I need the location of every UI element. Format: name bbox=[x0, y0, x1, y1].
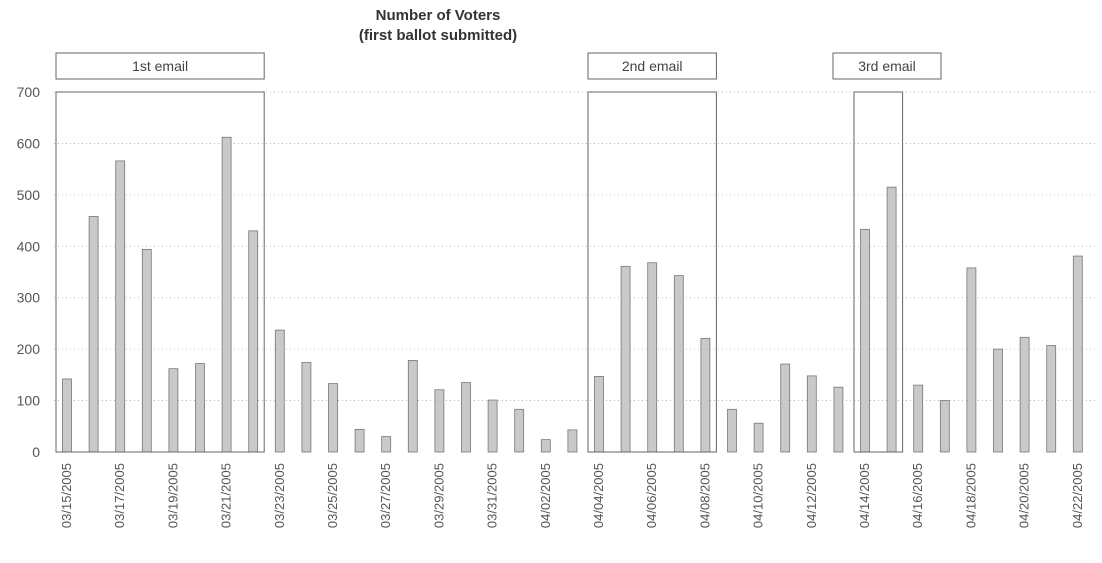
bar bbox=[833, 386, 844, 453]
x-tick-label: 04/10/2005 bbox=[751, 463, 766, 528]
bar bbox=[966, 267, 977, 453]
gridlines bbox=[54, 91, 1098, 401]
bar bbox=[1019, 336, 1030, 453]
bar bbox=[434, 389, 445, 453]
bar bbox=[594, 375, 604, 453]
x-tick-label: 04/06/2005 bbox=[644, 463, 659, 528]
bar bbox=[328, 383, 338, 453]
bar bbox=[727, 408, 737, 453]
chart-title-line-2: (first ballot submitted) bbox=[359, 27, 517, 44]
email-annotations: 1st email 2nd email 3rd email bbox=[55, 52, 942, 453]
x-tick-label: 03/25/2005 bbox=[325, 463, 340, 528]
x-tick-label: 03/17/2005 bbox=[112, 463, 127, 528]
bar bbox=[860, 228, 870, 453]
bar bbox=[1046, 345, 1057, 453]
bar bbox=[88, 216, 99, 453]
x-tick-label: 04/04/2005 bbox=[591, 463, 606, 528]
email-label-box bbox=[55, 52, 265, 80]
bar bbox=[221, 136, 232, 453]
email-period-box bbox=[853, 91, 904, 453]
email-label-box bbox=[587, 52, 717, 80]
x-tick-label: 03/29/2005 bbox=[431, 463, 446, 528]
y-tick-label: 700 bbox=[17, 84, 41, 100]
y-tick-label: 400 bbox=[17, 238, 41, 254]
x-tick-label: 03/19/2005 bbox=[165, 463, 180, 528]
y-tick-label: 100 bbox=[17, 393, 41, 409]
bar bbox=[407, 360, 418, 453]
y-tick-label: 600 bbox=[17, 135, 41, 151]
bar bbox=[647, 262, 658, 453]
x-tick-label: 04/02/2005 bbox=[538, 463, 553, 528]
y-tick-label: 200 bbox=[17, 341, 41, 357]
bar bbox=[993, 348, 1003, 453]
bar bbox=[115, 160, 126, 453]
y-tick-label: 500 bbox=[17, 187, 41, 203]
bar bbox=[620, 265, 631, 453]
bar bbox=[673, 275, 684, 453]
x-tick-label: 04/18/2005 bbox=[963, 463, 978, 528]
bar bbox=[381, 436, 392, 453]
x-tick-label: 03/31/2005 bbox=[485, 463, 500, 528]
x-tick-label: 03/23/2005 bbox=[272, 463, 287, 528]
email-label: 2nd email bbox=[622, 58, 683, 74]
bar bbox=[195, 363, 205, 453]
y-axis-ticks: 0 100 200 300 400 500 600 700 bbox=[17, 84, 41, 460]
chart-title-line-1: Number of Voters bbox=[376, 7, 501, 24]
bar bbox=[700, 337, 711, 453]
bar bbox=[780, 363, 791, 453]
x-tick-label: 04/16/2005 bbox=[910, 463, 925, 528]
y-tick-label: 300 bbox=[17, 290, 41, 306]
bar bbox=[461, 382, 471, 453]
x-tick-label: 04/14/2005 bbox=[857, 463, 872, 528]
bar bbox=[274, 329, 285, 453]
bar bbox=[168, 368, 179, 453]
bar bbox=[354, 428, 365, 453]
bar bbox=[487, 399, 498, 453]
x-tick-label: 03/27/2005 bbox=[378, 463, 393, 528]
bar bbox=[886, 186, 897, 453]
bar bbox=[248, 230, 259, 453]
bar bbox=[141, 248, 152, 453]
email-label: 3rd email bbox=[858, 58, 916, 74]
bar bbox=[913, 384, 924, 453]
x-tick-label: 04/22/2005 bbox=[1070, 463, 1085, 528]
x-tick-label: 04/20/2005 bbox=[1017, 463, 1032, 528]
bar bbox=[806, 375, 817, 453]
bar bbox=[753, 422, 764, 453]
y-tick-label: 0 bbox=[32, 444, 40, 460]
bar bbox=[540, 439, 551, 453]
email-period-box bbox=[587, 91, 717, 453]
x-axis-ticks: 03/15/2005 03/17/2005 03/19/2005 03/21/2005… bbox=[59, 463, 1085, 528]
x-tick-label: 03/21/2005 bbox=[219, 463, 234, 528]
bar bbox=[939, 400, 950, 453]
bar bbox=[1072, 255, 1083, 453]
email-label: 1st email bbox=[132, 58, 188, 74]
bar bbox=[567, 429, 578, 453]
bar bbox=[514, 408, 525, 453]
x-tick-label: 04/12/2005 bbox=[804, 463, 819, 528]
x-tick-label: 04/08/2005 bbox=[697, 463, 712, 528]
x-tick-label: 03/15/2005 bbox=[59, 463, 74, 528]
email-period-box bbox=[55, 91, 265, 453]
email-label-box bbox=[832, 52, 942, 80]
bar bbox=[62, 378, 72, 453]
bar bbox=[301, 362, 312, 453]
bars bbox=[62, 136, 1083, 453]
